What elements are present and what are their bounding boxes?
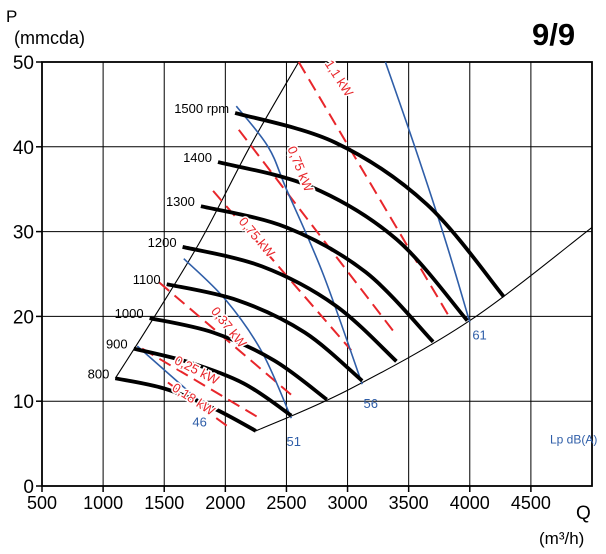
x-tick-label: 4500 <box>511 493 551 513</box>
power-line-label: 0,18 kW <box>169 380 218 419</box>
speed-curve <box>182 245 398 363</box>
power-line-label: 0,37 kW <box>208 304 250 351</box>
y-tick-label: 10 <box>13 392 34 413</box>
y-axis-symbol: P <box>6 7 18 26</box>
x-tick-label: 1000 <box>83 493 123 513</box>
x-axis-unit: (m³/h) <box>539 529 585 548</box>
x-tick-label: 500 <box>27 493 57 513</box>
noise-value-label: 56 <box>364 396 378 411</box>
speed-curve <box>217 160 469 322</box>
noise-line <box>136 345 201 402</box>
power-lines <box>141 61 450 430</box>
speed-curve-label: 1300 <box>166 194 195 209</box>
x-axis-symbol: Q <box>576 503 591 524</box>
plot-area <box>114 61 592 433</box>
speed-curves <box>114 111 506 433</box>
speed-curve-label: 1200 <box>148 235 177 250</box>
speed-curve-label: 800 <box>88 366 110 381</box>
x-tick-label: 4000 <box>450 493 490 513</box>
x-tick-label: 2500 <box>266 493 306 513</box>
power-line <box>158 281 295 398</box>
speed-curve <box>166 282 364 383</box>
speed-curve <box>200 204 435 344</box>
power-line <box>141 347 261 420</box>
speed-curve <box>234 111 506 299</box>
noise-lines <box>136 61 471 419</box>
power-line-label: 0,75 kW <box>285 144 317 195</box>
plot-border <box>41 61 593 487</box>
speed-curve <box>133 346 293 418</box>
speed-curve-label: 900 <box>106 337 128 352</box>
x-tick-label: 2000 <box>205 493 245 513</box>
axes-frame <box>36 61 593 492</box>
noise-value-label: 51 <box>287 434 301 449</box>
y-tick-label: 0 <box>23 477 34 498</box>
page-number: 9/9 <box>532 17 576 52</box>
x-tick-label: 3500 <box>389 493 429 513</box>
power-line-label: 1,1 kW <box>322 57 357 100</box>
y-tick-label: 40 <box>13 138 34 159</box>
operating-limits <box>114 61 592 432</box>
power-line <box>238 129 398 336</box>
x-tick-label: 3000 <box>328 493 368 513</box>
x-tick-label: 1500 <box>144 493 184 513</box>
power-line <box>167 381 231 430</box>
tick-labels: 500 1000 1500 2000 2500 3000 3500 4000 4500 0 10 20… <box>13 53 551 513</box>
y-tick-label: 30 <box>13 223 34 244</box>
noise-line <box>384 61 471 323</box>
speed-curve-label: 1400 <box>183 150 212 165</box>
operating-limit-line <box>255 226 592 432</box>
y-axis-unit: (mmcda) <box>14 28 85 48</box>
speed-curve-label: 1000 <box>115 306 144 321</box>
y-tick-label: 50 <box>13 53 34 74</box>
grid-lines <box>42 62 592 486</box>
speed-curve-label: 1500 rpm <box>174 101 229 116</box>
noise-value-label: 46 <box>192 415 206 430</box>
speed-curve-label: 1100 <box>133 272 161 287</box>
noise-value-label: 61 <box>472 327 486 342</box>
y-tick-label: 20 <box>13 307 34 328</box>
power-line <box>212 190 352 351</box>
operating-limit-line <box>114 61 300 379</box>
noise-legend: Lp dB(A) <box>550 433 597 447</box>
noise-line <box>235 105 363 385</box>
power-line <box>297 61 450 317</box>
noise-line <box>183 258 293 419</box>
speed-curve <box>114 376 257 433</box>
speed-curve <box>149 316 328 402</box>
